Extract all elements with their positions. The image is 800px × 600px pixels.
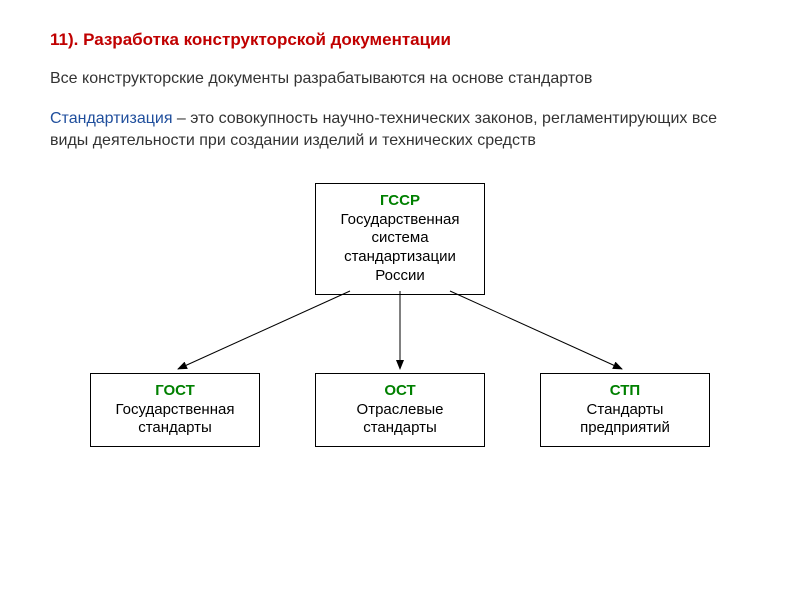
definition-paragraph: Стандартизация – это совокупность научно… — [50, 108, 750, 153]
node-child-stp: СТП Стандарты предприятий — [540, 373, 710, 447]
node-root-desc: Государственная система стандартизации Р… — [322, 211, 478, 286]
hierarchy-diagram: ГССР Государственная система стандартиза… — [50, 183, 750, 463]
arrow-to-stp — [450, 291, 622, 369]
node-child-gost-acronym: ГОСТ — [97, 382, 253, 401]
node-child-stp-acronym: СТП — [547, 382, 703, 401]
node-root: ГССР Государственная система стандартиза… — [315, 183, 485, 295]
intro-text: Все конструкторские документы разрабатыв… — [50, 70, 750, 88]
node-child-ost: ОСТ Отраслевые стандарты — [315, 373, 485, 447]
definition-term: Стандартизация — [50, 110, 172, 127]
section-heading: 11). Разработка конструкторской документ… — [50, 30, 750, 50]
heading-text: 11). Разработка конструкторской документ… — [50, 30, 451, 49]
arrow-to-gost — [178, 291, 350, 369]
node-child-stp-desc: Стандарты предприятий — [547, 401, 703, 439]
node-child-gost: ГОСТ Государственная стандарты — [90, 373, 260, 447]
node-root-acronym: ГССР — [322, 192, 478, 211]
node-child-ost-acronym: ОСТ — [322, 382, 478, 401]
node-child-ost-desc: Отраслевые стандарты — [322, 401, 478, 439]
node-child-gost-desc: Государственная стандарты — [97, 401, 253, 439]
